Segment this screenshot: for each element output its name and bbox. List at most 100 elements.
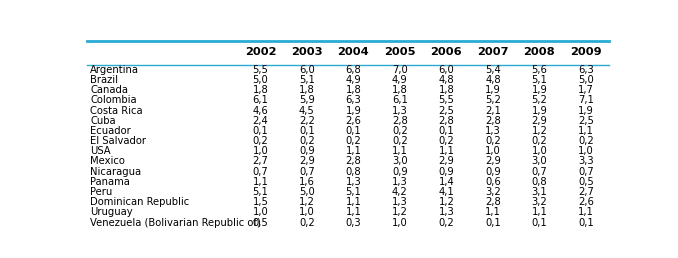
- Text: 2,9: 2,9: [439, 156, 454, 166]
- Text: 1,1: 1,1: [252, 177, 268, 187]
- Text: 1,0: 1,0: [252, 146, 268, 156]
- Text: 1,1: 1,1: [578, 207, 594, 217]
- Text: El Salvador: El Salvador: [90, 136, 146, 146]
- Text: 7,0: 7,0: [392, 65, 407, 75]
- Text: 2,8: 2,8: [485, 116, 501, 126]
- Text: 0,1: 0,1: [439, 126, 454, 136]
- Text: 1,3: 1,3: [439, 207, 454, 217]
- Text: 1,4: 1,4: [439, 177, 454, 187]
- Text: 0,2: 0,2: [532, 136, 547, 146]
- Text: 2,6: 2,6: [578, 197, 594, 207]
- Text: 2,1: 2,1: [485, 106, 501, 116]
- Text: 0,8: 0,8: [532, 177, 547, 187]
- Text: Uruguay: Uruguay: [90, 207, 133, 217]
- Text: 2004: 2004: [338, 47, 370, 57]
- Text: 1,6: 1,6: [299, 177, 315, 187]
- Text: 5,0: 5,0: [578, 75, 594, 85]
- Text: 2006: 2006: [431, 47, 462, 57]
- Text: 1,9: 1,9: [346, 106, 361, 116]
- Text: 1,1: 1,1: [346, 146, 361, 156]
- Text: Peru: Peru: [90, 187, 113, 197]
- Text: 5,5: 5,5: [252, 65, 268, 75]
- Text: 1,0: 1,0: [485, 146, 501, 156]
- Text: 4,8: 4,8: [485, 75, 501, 85]
- Text: Panama: Panama: [90, 177, 130, 187]
- Text: 2005: 2005: [384, 47, 416, 57]
- Text: 0,2: 0,2: [578, 136, 594, 146]
- Text: 1,3: 1,3: [346, 177, 361, 187]
- Text: 0,5: 0,5: [578, 177, 594, 187]
- Text: 6,1: 6,1: [252, 95, 268, 105]
- Text: 1,8: 1,8: [252, 85, 268, 95]
- Text: 0,2: 0,2: [392, 136, 407, 146]
- Text: 2,8: 2,8: [485, 197, 501, 207]
- Text: 2,7: 2,7: [578, 187, 594, 197]
- Text: 5,9: 5,9: [299, 95, 315, 105]
- Text: 2,2: 2,2: [299, 116, 315, 126]
- Text: 3,3: 3,3: [578, 156, 594, 166]
- Text: 1,9: 1,9: [532, 106, 547, 116]
- Text: 0,1: 0,1: [578, 217, 594, 228]
- Text: 3,0: 3,0: [532, 156, 547, 166]
- Text: 2,7: 2,7: [252, 156, 268, 166]
- Text: 6,3: 6,3: [346, 95, 361, 105]
- Text: 2,8: 2,8: [439, 116, 454, 126]
- Text: 1,3: 1,3: [392, 177, 407, 187]
- Text: 5,1: 5,1: [252, 187, 268, 197]
- Text: 0,1: 0,1: [485, 217, 501, 228]
- Text: 3,0: 3,0: [392, 156, 407, 166]
- Text: 1,5: 1,5: [252, 197, 268, 207]
- Text: 5,4: 5,4: [485, 65, 501, 75]
- Text: 0,3: 0,3: [346, 217, 361, 228]
- Text: Venezuela (Bolivarian Republic of): Venezuela (Bolivarian Republic of): [90, 217, 261, 228]
- Text: 1,1: 1,1: [346, 207, 361, 217]
- Text: 1,2: 1,2: [532, 126, 547, 136]
- Text: USA: USA: [90, 146, 111, 156]
- Text: 3,2: 3,2: [532, 197, 547, 207]
- Text: 4,9: 4,9: [346, 75, 361, 85]
- Text: 0,2: 0,2: [299, 136, 315, 146]
- Text: 0,7: 0,7: [532, 167, 547, 177]
- Text: 1,9: 1,9: [578, 106, 594, 116]
- Text: 0,2: 0,2: [439, 136, 454, 146]
- Text: 2,6: 2,6: [346, 116, 361, 126]
- Text: 6,3: 6,3: [578, 65, 594, 75]
- Text: 5,5: 5,5: [439, 95, 454, 105]
- Text: 1,8: 1,8: [439, 85, 454, 95]
- Text: 0,9: 0,9: [485, 167, 501, 177]
- Text: 1,8: 1,8: [346, 85, 361, 95]
- Text: Nicaragua: Nicaragua: [90, 167, 141, 177]
- Text: 2,9: 2,9: [485, 156, 501, 166]
- Text: 1,3: 1,3: [392, 106, 407, 116]
- Text: 1,1: 1,1: [439, 146, 454, 156]
- Text: 0,9: 0,9: [439, 167, 454, 177]
- Text: 1,2: 1,2: [392, 207, 408, 217]
- Text: 7,1: 7,1: [578, 95, 594, 105]
- Text: 0,7: 0,7: [578, 167, 594, 177]
- Text: 5,1: 5,1: [532, 75, 547, 85]
- Text: 1,8: 1,8: [299, 85, 315, 95]
- Text: 2009: 2009: [570, 47, 601, 57]
- Text: 0,6: 0,6: [485, 177, 501, 187]
- Text: 4,1: 4,1: [439, 187, 454, 197]
- Text: Mexico: Mexico: [90, 156, 125, 166]
- Text: 0,7: 0,7: [299, 167, 315, 177]
- Text: 1,1: 1,1: [392, 146, 408, 156]
- Text: Canada: Canada: [90, 85, 128, 95]
- Text: 4,5: 4,5: [299, 106, 315, 116]
- Text: 3,2: 3,2: [485, 187, 501, 197]
- Text: 1,2: 1,2: [299, 197, 315, 207]
- Text: 0,9: 0,9: [299, 146, 315, 156]
- Text: 5,0: 5,0: [299, 187, 315, 197]
- Text: 0,5: 0,5: [252, 217, 268, 228]
- Text: 1,8: 1,8: [392, 85, 407, 95]
- Text: 0,7: 0,7: [252, 167, 268, 177]
- Text: Ecuador: Ecuador: [90, 126, 131, 136]
- Text: 4,9: 4,9: [392, 75, 407, 85]
- Text: 1,3: 1,3: [485, 126, 501, 136]
- Text: 1,1: 1,1: [532, 207, 547, 217]
- Text: Colombia: Colombia: [90, 95, 137, 105]
- Text: 1,7: 1,7: [578, 85, 594, 95]
- Text: 0,2: 0,2: [392, 126, 407, 136]
- Text: 0,1: 0,1: [532, 217, 547, 228]
